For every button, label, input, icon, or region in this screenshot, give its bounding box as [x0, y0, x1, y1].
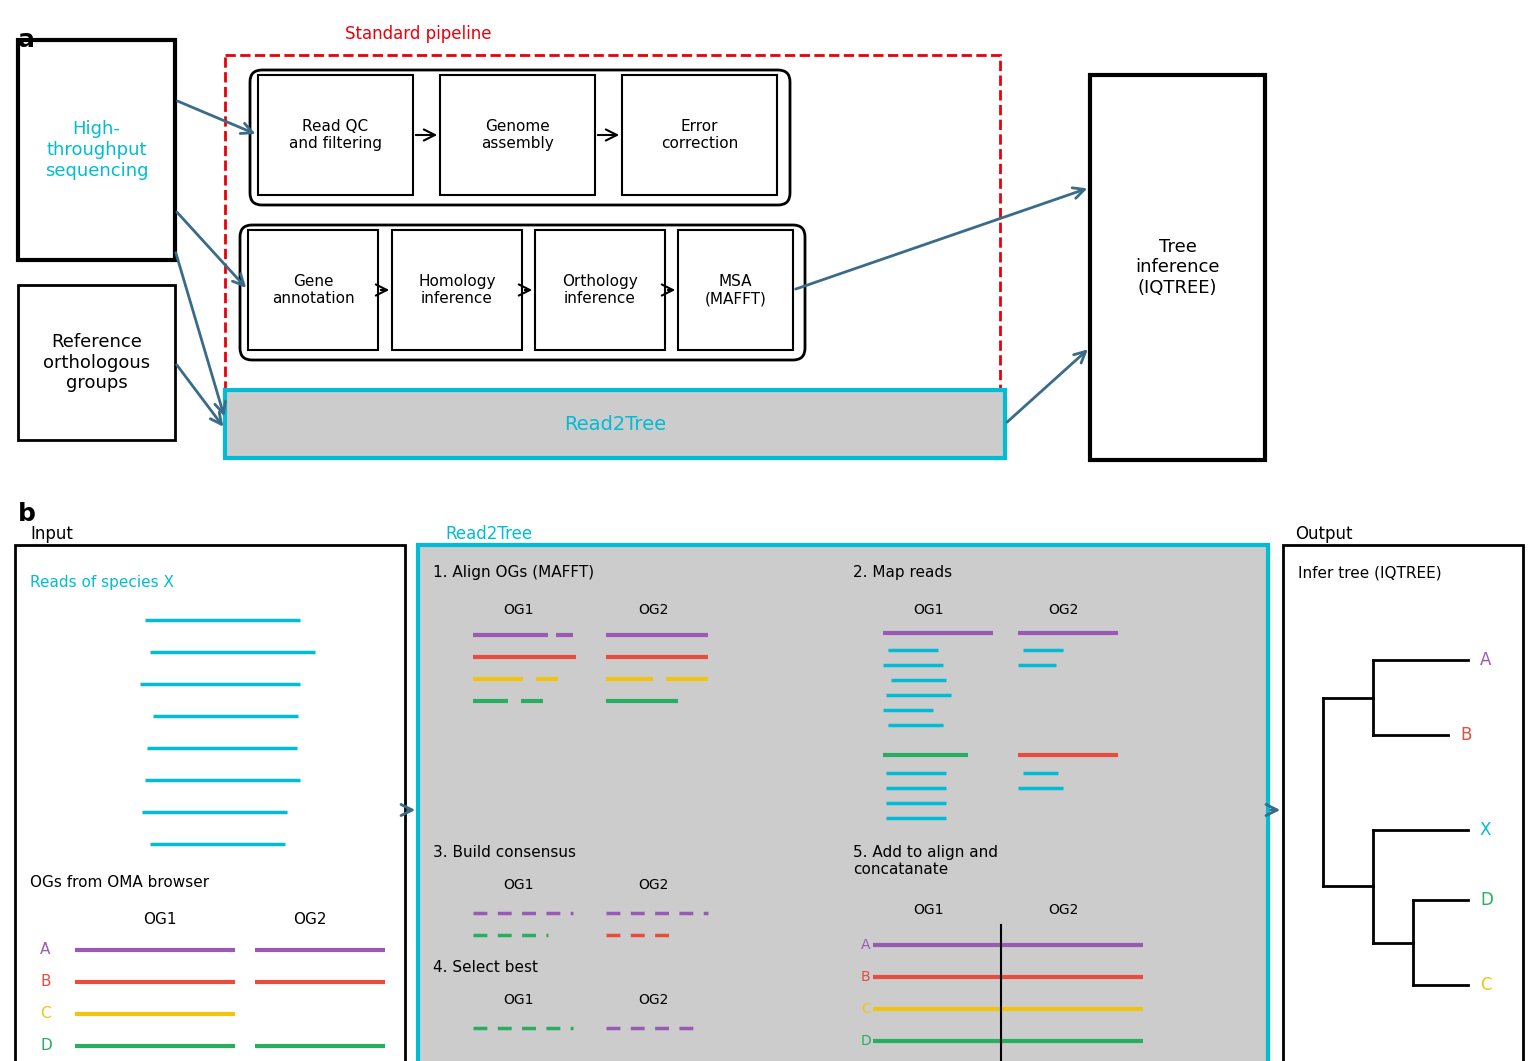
Text: OG2: OG2 [294, 912, 327, 927]
Bar [18, 285, 175, 440]
Bar [258, 75, 413, 195]
Bar [678, 230, 793, 350]
Text: 5. Add to align and
concatanate: 5. Add to align and concatanate [853, 845, 998, 877]
Bar [622, 75, 778, 195]
Bar [224, 390, 1005, 458]
Bar [392, 230, 523, 350]
Text: High-
throughput
sequencing: High- throughput sequencing [45, 120, 148, 179]
Bar [440, 75, 595, 195]
Text: MSA
(MAFFT): MSA (MAFFT) [704, 274, 767, 307]
Text: Read2Tree: Read2Tree [446, 525, 532, 543]
Text: Homology
inference: Homology inference [418, 274, 496, 307]
Text: OG1: OG1 [143, 912, 177, 927]
Bar [15, 545, 406, 1061]
Text: 1. Align OGs (MAFFT): 1. Align OGs (MAFFT) [433, 566, 595, 580]
Text: C: C [861, 1002, 871, 1016]
Text: Orthology
inference: Orthology inference [563, 274, 638, 307]
Text: OG1: OG1 [913, 903, 944, 917]
Text: A: A [861, 938, 870, 952]
Text: B: B [861, 970, 870, 984]
Text: OG1: OG1 [503, 603, 533, 618]
Text: 3. Build consensus: 3. Build consensus [433, 845, 576, 860]
Bar [247, 230, 378, 350]
Text: Read2Tree: Read2Tree [564, 415, 666, 434]
Text: A: A [40, 942, 51, 957]
Text: a: a [18, 28, 35, 52]
Text: Infer tree (IQTREE): Infer tree (IQTREE) [1299, 566, 1442, 580]
Text: OG1: OG1 [913, 603, 944, 618]
Text: A: A [1480, 651, 1491, 669]
Bar [18, 40, 175, 260]
Text: 2. Map reads: 2. Map reads [853, 566, 951, 580]
Bar [418, 545, 1268, 1061]
Text: Error
correction: Error correction [661, 119, 738, 152]
Text: X: X [1480, 821, 1491, 839]
Text: Reference
orthologous
groups: Reference orthologous groups [43, 333, 151, 393]
Text: Reads of species X: Reads of species X [31, 575, 174, 590]
Text: OG2: OG2 [638, 603, 669, 618]
Text: 4. Select best: 4. Select best [433, 960, 538, 975]
Text: Standard pipeline: Standard pipeline [344, 25, 492, 44]
Text: Output: Output [1296, 525, 1353, 543]
Text: Gene
annotation: Gene annotation [272, 274, 355, 307]
Bar [535, 230, 666, 350]
Text: C: C [40, 1007, 51, 1022]
Text: b: b [18, 502, 35, 526]
Text: C: C [1480, 976, 1491, 994]
Text: D: D [40, 1039, 52, 1054]
Text: D: D [1480, 891, 1492, 909]
Bar [1090, 75, 1265, 460]
Bar [224, 55, 1001, 405]
Text: OGs from OMA browser: OGs from OMA browser [31, 875, 209, 890]
Text: OG2: OG2 [638, 879, 669, 892]
Text: Tree
inference
(IQTREE): Tree inference (IQTREE) [1136, 238, 1220, 297]
Bar [1283, 545, 1523, 1061]
Text: OG1: OG1 [503, 993, 533, 1007]
Text: Read QC
and filtering: Read QC and filtering [289, 119, 383, 152]
Text: OG2: OG2 [1048, 603, 1077, 618]
Text: Genome
assembly: Genome assembly [481, 119, 553, 152]
Text: B: B [40, 974, 51, 990]
Text: OG1: OG1 [503, 879, 533, 892]
Text: OG2: OG2 [638, 993, 669, 1007]
Text: OG2: OG2 [1048, 903, 1077, 917]
Text: Input: Input [31, 525, 72, 543]
Text: B: B [1460, 726, 1471, 744]
Text: D: D [861, 1034, 871, 1048]
